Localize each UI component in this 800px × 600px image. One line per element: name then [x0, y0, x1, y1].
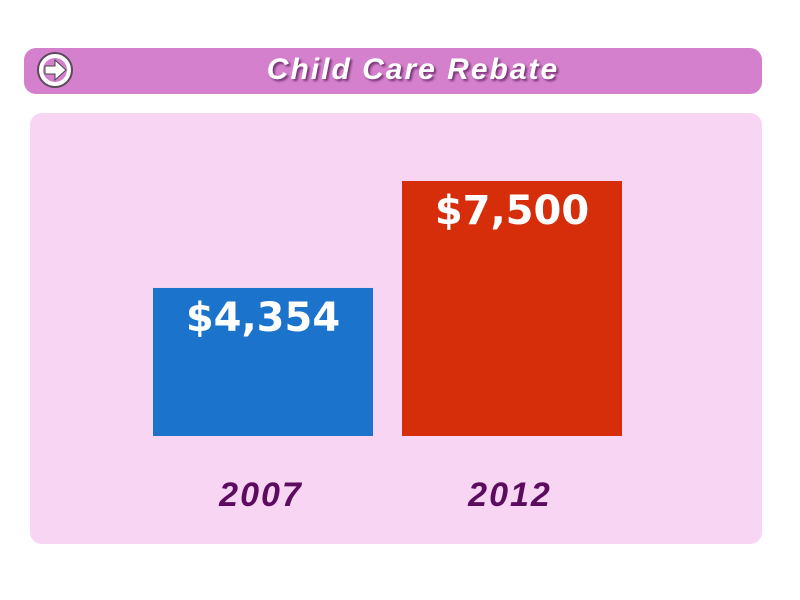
value-label: $7,500	[435, 188, 589, 234]
header-bar	[24, 48, 762, 94]
x-tick-label: 2007	[218, 476, 303, 514]
bar	[153, 287, 373, 436]
value-label: $4,354	[186, 295, 340, 341]
back-button[interactable]	[37, 52, 73, 88]
chart-title: Child Care Rebate	[267, 53, 559, 86]
bar	[402, 181, 622, 436]
chart-panel	[30, 113, 762, 544]
x-tick-label: 2012	[467, 476, 552, 514]
